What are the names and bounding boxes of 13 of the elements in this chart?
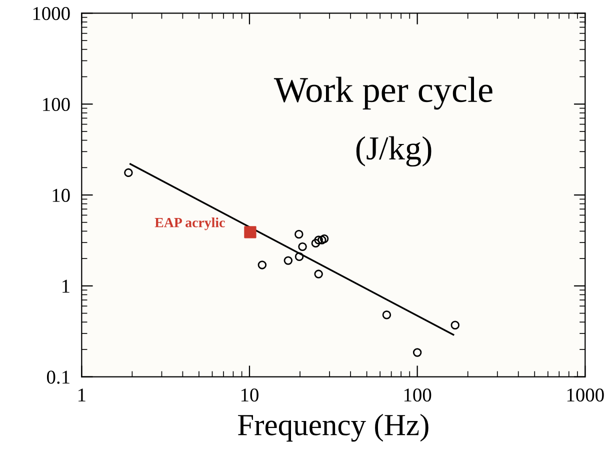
x-tick-label: 1000 xyxy=(567,388,604,402)
x-tick-label: 100 xyxy=(404,388,432,402)
annotation: Work per cycle xyxy=(274,76,492,110)
annotation: (J/kg) xyxy=(356,136,432,167)
x-tick-label: 1 xyxy=(78,388,86,402)
y-tick-label: 0.1 xyxy=(46,370,70,384)
annotation: EAP acrylic xyxy=(154,218,225,230)
y-tick-label: 10 xyxy=(52,188,70,202)
y-tick-label: 1000 xyxy=(33,7,70,20)
y-tick-label: 1 xyxy=(62,280,70,293)
x-axis-title: Frequency (Hz) xyxy=(238,414,428,442)
y-tick-label: 100 xyxy=(43,98,70,112)
x-tick-label: 10 xyxy=(241,388,258,402)
